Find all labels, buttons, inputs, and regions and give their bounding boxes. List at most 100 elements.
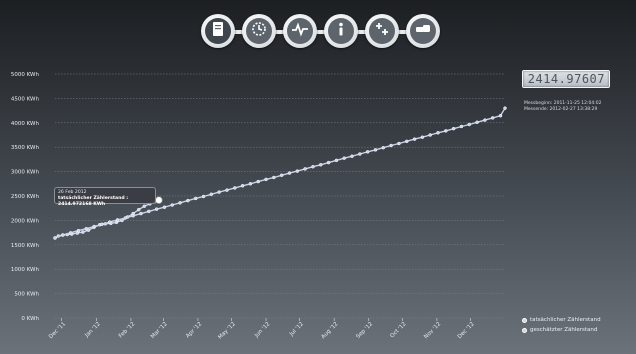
data-point[interactable] bbox=[503, 106, 507, 110]
meter-counter-display: 2414.97607 bbox=[522, 70, 610, 88]
data-point[interactable] bbox=[233, 186, 237, 190]
x-tick-label: Dec '12 bbox=[457, 321, 476, 340]
data-point[interactable] bbox=[170, 203, 174, 207]
data-point[interactable] bbox=[193, 196, 198, 201]
data-point[interactable] bbox=[240, 184, 245, 188]
data-point[interactable] bbox=[68, 231, 73, 235]
chart-tooltip: 26 Feb 2012 tatsächlicher Zählerstand : … bbox=[54, 187, 156, 207]
document-button[interactable] bbox=[201, 14, 235, 48]
data-point[interactable] bbox=[136, 207, 141, 212]
y-tick-label: 500 KWh bbox=[14, 292, 39, 298]
pulse-button[interactable] bbox=[283, 14, 317, 48]
data-point[interactable] bbox=[92, 224, 96, 229]
data-point[interactable] bbox=[490, 116, 495, 120]
data-point[interactable] bbox=[483, 118, 487, 122]
data-point[interactable] bbox=[209, 192, 214, 197]
toolbar-connector bbox=[215, 30, 425, 34]
data-point[interactable] bbox=[256, 179, 260, 184]
data-point[interactable] bbox=[311, 164, 315, 169]
data-point[interactable] bbox=[451, 126, 456, 131]
measurement-meta: Messbeginn: 2011-11-25 12:04:02 Messende… bbox=[524, 101, 602, 113]
data-point[interactable] bbox=[147, 209, 151, 214]
x-tick-label: Mar '12 bbox=[150, 321, 169, 340]
info-button[interactable] bbox=[324, 14, 358, 48]
data-point[interactable] bbox=[420, 135, 425, 139]
data-point[interactable] bbox=[225, 188, 229, 192]
meter-rotate-button[interactable] bbox=[242, 14, 276, 48]
data-point[interactable] bbox=[217, 190, 221, 194]
data-point[interactable] bbox=[404, 139, 409, 144]
y-tick-label: 5000 KWh bbox=[11, 72, 40, 78]
meter-rotate-icon bbox=[250, 20, 268, 42]
data-point[interactable] bbox=[272, 175, 276, 180]
data-point[interactable] bbox=[162, 205, 167, 209]
data-point[interactable] bbox=[381, 145, 386, 150]
legend-marker-icon bbox=[522, 327, 527, 333]
data-point[interactable] bbox=[475, 120, 479, 125]
series-line-estimated bbox=[54, 107, 506, 239]
data-point[interactable] bbox=[61, 233, 65, 237]
y-tick-label: 0 KWh bbox=[21, 316, 39, 322]
tooltip-value-line: tatsächlicher Zählerstand : 2414.972168 … bbox=[58, 196, 129, 207]
data-point[interactable] bbox=[248, 182, 253, 186]
document-icon bbox=[209, 20, 227, 42]
data-point[interactable] bbox=[107, 220, 112, 224]
data-point[interactable] bbox=[279, 173, 284, 178]
data-point[interactable] bbox=[397, 141, 401, 146]
data-point[interactable] bbox=[139, 211, 143, 216]
y-tick-label: 2000 KWh bbox=[11, 218, 40, 224]
data-point[interactable] bbox=[459, 124, 464, 129]
data-point[interactable] bbox=[81, 230, 85, 234]
data-point[interactable] bbox=[498, 113, 503, 118]
info-icon bbox=[332, 20, 350, 42]
data-point[interactable] bbox=[412, 137, 417, 141]
x-tick-label: Jun '12 bbox=[253, 321, 271, 339]
device-button[interactable] bbox=[406, 14, 440, 48]
data-point[interactable] bbox=[436, 131, 440, 135]
sparkle-cross-button[interactable] bbox=[365, 14, 399, 48]
data-point[interactable] bbox=[319, 163, 323, 167]
data-point[interactable] bbox=[123, 216, 128, 220]
data-point[interactable] bbox=[303, 167, 307, 171]
x-tick-label: Sep '12 bbox=[355, 321, 374, 340]
main-toolbar bbox=[201, 14, 440, 50]
tooltip-value: 2414.972168 KWh bbox=[58, 202, 106, 207]
data-point[interactable] bbox=[84, 226, 89, 231]
data-point[interactable] bbox=[365, 150, 370, 154]
legend-item-actual[interactable]: tatsächlicher Zählerstand bbox=[522, 315, 601, 325]
legend-label: geschätzter Zählerstand bbox=[530, 327, 598, 333]
legend-item-estimated[interactable]: geschätzter Zählerstand bbox=[522, 325, 601, 335]
data-point[interactable] bbox=[131, 214, 135, 218]
measurement-end: Messende: 2012-02-27 13:38:29 bbox=[524, 107, 598, 112]
data-point[interactable] bbox=[287, 171, 292, 175]
data-point[interactable] bbox=[373, 148, 378, 152]
data-point[interactable] bbox=[186, 198, 190, 203]
chart-legend: tatsächlicher Zählerstand geschätzter Zä… bbox=[522, 315, 601, 335]
data-point[interactable] bbox=[154, 207, 159, 211]
data-point[interactable] bbox=[358, 152, 362, 156]
data-point[interactable] bbox=[428, 133, 432, 137]
data-point[interactable] bbox=[295, 169, 300, 173]
data-point[interactable] bbox=[142, 204, 147, 208]
x-tick-label: Apr '12 bbox=[185, 321, 203, 339]
data-point[interactable] bbox=[76, 228, 81, 233]
data-point[interactable] bbox=[334, 158, 339, 163]
data-point[interactable] bbox=[467, 122, 472, 127]
data-point[interactable] bbox=[444, 129, 448, 133]
data-point[interactable] bbox=[350, 154, 354, 158]
pulse-icon bbox=[291, 20, 309, 42]
y-tick-label: 4500 KWh bbox=[11, 96, 40, 102]
data-point[interactable] bbox=[264, 177, 268, 182]
data-point[interactable] bbox=[326, 160, 331, 165]
data-point[interactable] bbox=[115, 218, 120, 222]
x-tick-label: Nov '12 bbox=[423, 321, 442, 340]
data-point[interactable] bbox=[100, 222, 104, 227]
data-point[interactable] bbox=[342, 156, 346, 160]
tooltip-label: tatsächlicher Zählerstand bbox=[58, 196, 125, 201]
data-point[interactable] bbox=[178, 201, 182, 205]
data-point[interactable] bbox=[53, 236, 57, 240]
hovered-point[interactable] bbox=[154, 196, 163, 205]
data-point[interactable] bbox=[201, 194, 206, 199]
data-point[interactable] bbox=[389, 143, 393, 148]
